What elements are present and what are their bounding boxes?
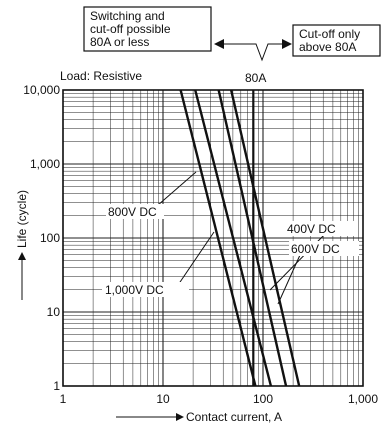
y-tick-label: 1,000 bbox=[30, 157, 60, 171]
left-box-line-3: 80A or less bbox=[90, 35, 149, 49]
x-axis-title: Contact current, A bbox=[116, 410, 282, 424]
y-axis-title: Life (cycle) bbox=[15, 190, 29, 300]
x-axis-label: Contact current, A bbox=[186, 410, 282, 424]
right-box-line-2: above 80A bbox=[299, 40, 356, 54]
right-box-line-1: Cut-off only bbox=[299, 27, 360, 41]
arrow-right-head bbox=[282, 39, 292, 49]
arrow-left-head bbox=[214, 39, 224, 49]
leader-1000v bbox=[175, 231, 215, 289]
left-box-line-1: Switching and bbox=[90, 9, 165, 23]
series-line-800v bbox=[194, 89, 273, 387]
series-layer bbox=[179, 89, 301, 387]
boundary-label: 80A bbox=[245, 71, 266, 85]
grid bbox=[62, 90, 363, 387]
y-axis-label: Life (cycle) bbox=[15, 190, 29, 248]
series-label-400v: 400V DC bbox=[287, 222, 336, 236]
x-tick-label: 1 bbox=[60, 392, 67, 406]
plot-frame bbox=[62, 89, 364, 387]
x-tick-label: 10 bbox=[156, 392, 170, 406]
series-line-600v bbox=[217, 89, 288, 387]
series-line-400v bbox=[229, 89, 301, 387]
y-tick-label: 10 bbox=[47, 305, 61, 319]
series-label-800v: 800V DC bbox=[108, 205, 157, 219]
series-labels: 800V DC 1,000V DC 400V DC 600V DC bbox=[102, 171, 359, 305]
right-annotation-box bbox=[292, 24, 381, 57]
x-axis-arrow-head bbox=[176, 413, 184, 421]
y-tick-label: 1 bbox=[53, 379, 60, 393]
series-line-1000v bbox=[179, 89, 257, 387]
boundary-arrow bbox=[214, 39, 292, 62]
left-annotation-box bbox=[83, 6, 212, 52]
y-tick-label: 10,000 bbox=[23, 83, 60, 97]
label-bg-400v bbox=[285, 221, 355, 236]
y-tick-label: 100 bbox=[40, 231, 60, 245]
x-tick-label: 1,000 bbox=[348, 392, 378, 406]
x-tick-label: 100 bbox=[253, 392, 273, 406]
leader-600v bbox=[277, 254, 301, 305]
left-box-line-2: cut-off possible bbox=[90, 22, 171, 36]
series-label-1000v: 1,000V DC bbox=[105, 283, 164, 297]
label-bg-1000v bbox=[102, 282, 189, 297]
tick-labels: 1 10 100 1,000 1 10 100 1,000 10,000 bbox=[23, 83, 378, 406]
label-bg-600v bbox=[289, 241, 359, 256]
series-label-600v: 600V DC bbox=[291, 242, 340, 256]
load-label: Load: Resistive bbox=[60, 69, 142, 83]
y-axis-arrow-head bbox=[18, 252, 26, 260]
label-bg-800v bbox=[106, 204, 164, 219]
